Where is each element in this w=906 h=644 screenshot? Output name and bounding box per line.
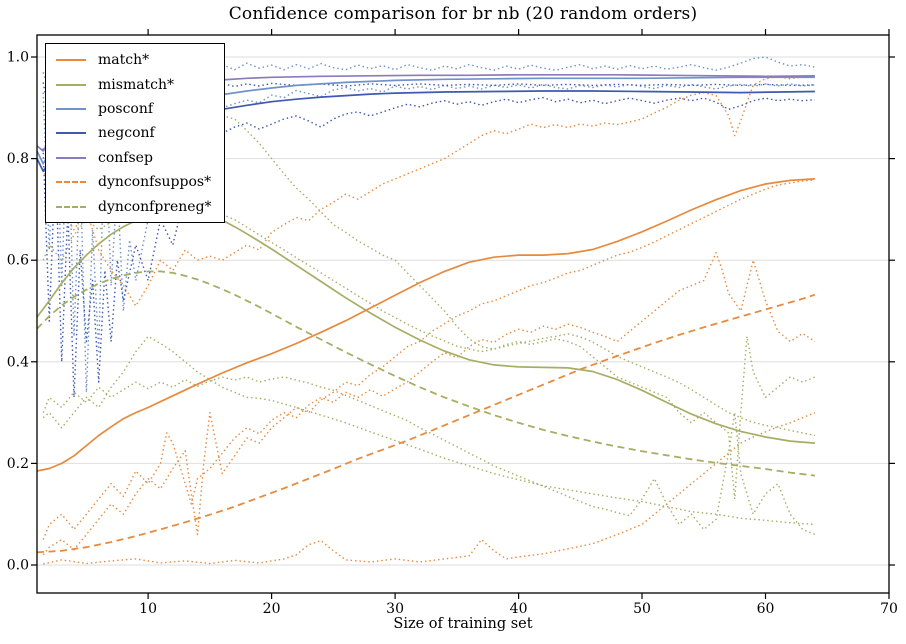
legend-item-posconf: posconf — [56, 97, 220, 121]
x-tick-label: 10 — [139, 601, 157, 617]
x-tick-label: 70 — [880, 601, 898, 617]
legend-item-label: posconf — [98, 100, 154, 117]
legend-item-label: dynconfpreneg* — [98, 198, 212, 215]
series-mismatch-max-envelope — [42, 71, 816, 500]
y-tick-label: 0.6 — [7, 253, 29, 269]
legend-line-sample — [56, 181, 86, 184]
legend-item-negconf: negconf — [56, 121, 220, 145]
series-posconf-min-envelope — [42, 81, 815, 393]
legend-item-match: match* — [56, 48, 220, 72]
x-tick-label: 20 — [263, 601, 281, 617]
series-mismatch-min-envelope — [42, 376, 816, 536]
legend-line-sample — [56, 156, 86, 159]
axes-frame — [36, 34, 890, 594]
series-match-min-envelope — [42, 179, 815, 556]
legend-line-sample — [56, 59, 86, 62]
y-tick-label: 0.4 — [7, 354, 29, 370]
series-dynconfpreneg-max-envelope — [42, 202, 816, 437]
series-dynconfpreneg-min-envelope — [42, 335, 815, 526]
legend-item-label: match* — [98, 52, 150, 69]
legend-item-label: mismatch* — [98, 76, 175, 93]
legend-item-label: dynconfsuppos* — [98, 174, 212, 191]
legend: match* mismatch* posconf negconf confsep dync… — [45, 43, 225, 223]
legend-item-label: negconf — [98, 125, 155, 142]
legend-item-label: confsep — [98, 149, 153, 166]
x-tick-label: 60 — [757, 601, 775, 617]
legend-line-sample — [56, 83, 86, 86]
x-axis-label: Size of training set — [393, 616, 533, 632]
x-tick-label: 30 — [386, 601, 404, 617]
series-dynconfsuppos — [36, 293, 816, 554]
legend-line-sample — [56, 205, 86, 208]
series-match-max-envelope — [42, 75, 815, 307]
series-negconf-min-envelope — [42, 96, 815, 399]
y-tick-label: 0.8 — [7, 151, 29, 167]
x-tick-label: 50 — [633, 601, 651, 617]
legend-item-confsep: confsep — [56, 146, 220, 170]
x-tick-label: 40 — [510, 601, 528, 617]
legend-line-sample — [56, 132, 86, 135]
y-tick-label: 0.2 — [7, 456, 29, 472]
chart-title: Confidence comparison for br nb (20 rand… — [228, 4, 698, 24]
legend-item-mismatch: mismatch* — [56, 72, 220, 96]
series-dynconfsuppos-min-envelope — [43, 411, 816, 565]
series-dynconfpreneg — [36, 270, 816, 477]
y-tick-label: 1.0 — [7, 49, 29, 65]
series-mismatch — [36, 208, 815, 444]
legend-item-dynconfsuppos: dynconfsuppos* — [56, 170, 220, 194]
legend-line-sample — [56, 107, 86, 110]
legend-item-dynconfpreneg: dynconfpreneg* — [56, 194, 220, 218]
series-match — [36, 178, 815, 472]
y-tick-label: 0.0 — [7, 558, 29, 574]
